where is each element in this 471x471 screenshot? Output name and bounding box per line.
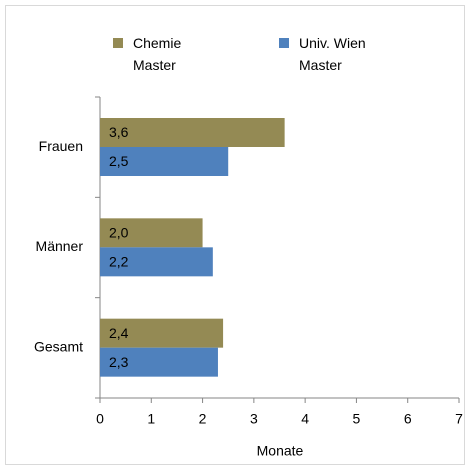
x-tick-label: 7 — [455, 411, 463, 427]
bar — [100, 218, 203, 248]
value-label: 3,6 — [109, 124, 129, 140]
value-label: 2,5 — [109, 153, 129, 169]
x-tick-label: 0 — [96, 411, 104, 427]
x-tick-label: 2 — [199, 411, 207, 427]
x-tick-label: 3 — [250, 411, 258, 427]
x-tick-label: 5 — [353, 411, 361, 427]
bar — [100, 147, 229, 176]
legend-label: Chemie Master — [133, 35, 182, 73]
value-label: 2,0 — [109, 225, 129, 241]
bar — [100, 318, 224, 348]
x-tick-label: 6 — [404, 411, 412, 427]
x-tick-label: 4 — [301, 411, 309, 427]
value-label: 2,4 — [109, 325, 129, 341]
y-tick-label: Männer — [36, 238, 84, 254]
x-axis-label: Monate — [257, 443, 304, 459]
bar — [100, 247, 213, 277]
legend-label: Univ. Wien Master — [299, 35, 366, 73]
bar — [100, 347, 218, 377]
bar — [100, 118, 285, 147]
legend-swatch — [279, 38, 289, 48]
chart-border — [5, 5, 465, 465]
value-label: 2,2 — [109, 254, 129, 270]
x-tick-label: 1 — [147, 411, 155, 427]
y-tick-label: Frauen — [39, 138, 83, 154]
y-tick-label: Gesamt — [34, 339, 83, 355]
legend-swatch — [113, 38, 123, 48]
value-label: 2,3 — [109, 354, 129, 370]
